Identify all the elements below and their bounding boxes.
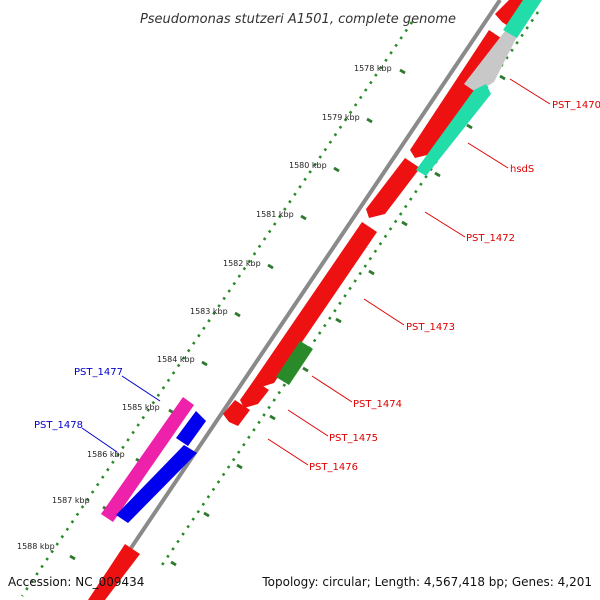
accession-text: Accession: NC_009434 [8,575,144,589]
gene-arrow-pst-1473-a [366,158,420,218]
genome-backbone [94,0,502,600]
scale-tick-1580: 1580 kbp [289,161,340,173]
scale-tick-1586: 1586 kbp [87,450,142,464]
gene-teal-top [503,0,542,38]
gene-label-pst-1474[interactable]: PST_1474 [353,399,402,410]
gene-label-pst-1473[interactable]: PST_1473 [406,322,455,333]
gene-arrow-pst-1475 [240,380,269,408]
kbp-label-1581: 1581 kbp [256,210,294,219]
scale-tick-1581: 1581 kbp [256,210,307,221]
gene-labels: PST_1470 hsdS PST_1472 PST_1473 PST_1474… [34,100,600,473]
kbp-label-1579: 1579 kbp [322,113,360,122]
scale-tick-1583: 1583 kbp [190,307,241,318]
kbp-label-1582: 1582 kbp [223,259,261,268]
kbp-label-1583: 1583 kbp [190,307,228,316]
scale-tick-1588: 1588 kbp [17,542,76,561]
gene-pst-1478 [116,445,197,523]
gene-label-pst-1478[interactable]: PST_1478 [34,420,83,431]
kbp-label-1587: 1587 kbp [52,496,90,505]
kbp-label-1578: 1578 kbp [354,64,392,73]
gene-label-pst-1470[interactable]: PST_1470 [552,100,600,111]
scale-tick-1579: 1579 kbp [322,113,373,124]
scale-tick-1578: 1578 kbp [354,64,406,75]
kbp-label-1580: 1580 kbp [289,161,327,170]
outer-tick-dots [20,21,414,597]
left-strand-genes [101,397,206,523]
scale-tick-1584: 1584 kbp [157,355,208,367]
inner-strand-genes [276,0,542,385]
inner-tick-dots [158,11,540,569]
gene-arrow-pst-1473-b [254,222,377,388]
gene-arrow-bottom [88,544,140,600]
gene-blue-head [176,411,206,446]
genome-summary-text: Topology: circular; Length: 4,567,418 bp… [261,575,592,589]
gene-label-pst-1475[interactable]: PST_1475 [329,433,378,444]
scale-tick-1585: 1585 kbp [122,403,175,415]
gene-label-pst-1472[interactable]: PST_1472 [466,233,515,244]
leader-lines-blue [81,375,161,453]
scale-tick-1587: 1587 kbp [52,496,109,512]
gene-hsds [416,84,491,176]
scale-ticks: 1578 kbp 1579 kbp 1580 kbp 1581 kbp 1582… [17,64,406,561]
kbp-label-1588: 1588 kbp [17,542,55,551]
gene-label-pst-1477[interactable]: PST_1477 [74,367,123,378]
gene-label-hsds[interactable]: hsdS [510,164,534,175]
gene-pst-1474 [276,341,313,385]
kbp-label-1585: 1585 kbp [122,403,160,412]
map-title: Pseudomonas stutzeri A1501, complete gen… [140,12,456,27]
scale-tick-1582: 1582 kbp [223,259,274,270]
leader-lines-red [267,78,551,466]
kbp-label-1586: 1586 kbp [87,450,125,459]
gene-arrow-pst-1476 [223,400,250,426]
gene-pst-1477 [101,397,194,522]
inner-tick-dashes [170,74,506,567]
kbp-label-1584: 1584 kbp [157,355,195,364]
gene-label-pst-1476[interactable]: PST_1476 [309,462,358,473]
